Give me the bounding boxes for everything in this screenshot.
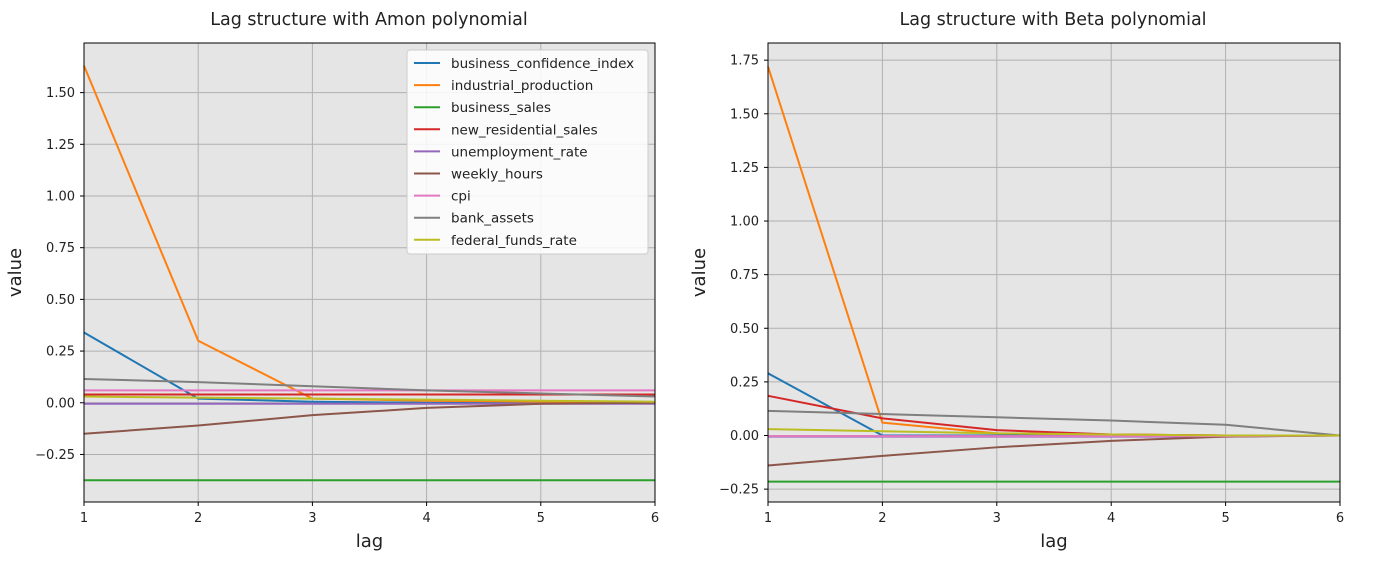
series-line-federal-funds-rate — [767, 428, 1340, 437]
y-tick-label: 0.50 — [46, 293, 75, 308]
y-tick-label: 1.00 — [730, 215, 759, 230]
y-tick-label: 0.75 — [46, 241, 75, 256]
series-lines — [83, 65, 656, 482]
y-tick-label: 1.25 — [46, 138, 75, 153]
legend-label: unemployment_rate — [451, 144, 588, 160]
axes-frame — [83, 42, 656, 503]
legend-label: business_confidence_index — [451, 56, 634, 72]
x-axis-label: lag — [356, 531, 383, 552]
x-tick-label: 1 — [80, 511, 88, 526]
y-axis-ticks: −0.25 0.00 0.25 0.50 0.75 1.00 1.25 1.50 — [35, 86, 84, 463]
x-tick-label: 3 — [993, 511, 1001, 526]
x-tick-label: 4 — [422, 511, 430, 526]
series-lines — [767, 66, 1341, 483]
x-tick-label: 2 — [878, 511, 886, 526]
y-tick-label: −0.25 — [719, 483, 759, 498]
legend-label: bank_assets — [451, 211, 534, 227]
y-tick-label: −0.25 — [35, 448, 75, 463]
x-tick-label: 2 — [194, 511, 202, 526]
y-tick-label: 1.50 — [46, 86, 75, 101]
x-axis-label: lag — [1040, 531, 1067, 552]
x-tick-label: 1 — [764, 511, 772, 526]
axes-frame — [767, 42, 1341, 503]
chart-panel-2: 1 2 3 4 5 6 −0.25 0.00 0.25 0.50 0.75 1.00 1.25 1.50 1… — [689, 10, 1344, 552]
series-line-federal-funds-rate — [83, 395, 656, 403]
y-tick-label: 0.25 — [46, 345, 75, 360]
legend: business_confidence_index industrial_prod… — [406, 49, 649, 255]
series-line-weekly-hours — [83, 401, 656, 435]
legend-box — [406, 49, 649, 255]
legend-label: weekly_hours — [451, 167, 543, 183]
legend-label: industrial_production — [451, 78, 593, 94]
y-tick-label: 0.00 — [46, 396, 75, 411]
legend-label: business_sales — [451, 100, 551, 116]
y-tick-label: 1.75 — [730, 54, 759, 69]
x-tick-label: 6 — [651, 511, 659, 526]
y-tick-label: 1.50 — [730, 107, 759, 122]
x-tick-label: 4 — [1107, 511, 1115, 526]
chart-title: Lag structure with Beta polynomial — [899, 10, 1206, 30]
x-tick-label: 5 — [537, 511, 545, 526]
x-tick-label: 6 — [1336, 511, 1344, 526]
legend-label: cpi — [451, 189, 471, 205]
chart-title: Lag structure with Amon polynomial — [210, 10, 528, 30]
y-tick-label: 0.00 — [730, 429, 759, 444]
y-axis-ticks: −0.25 0.00 0.25 0.50 0.75 1.00 1.25 1.50 1.75 — [719, 54, 768, 498]
y-axis-label: value — [5, 248, 26, 297]
y-tick-label: 0.75 — [730, 268, 759, 283]
y-tick-label: 1.00 — [46, 190, 75, 205]
series-line-bank-assets — [767, 409, 1341, 437]
legend-label: federal_funds_rate — [451, 233, 577, 249]
x-tick-label: 3 — [308, 511, 316, 526]
x-axis-ticks: 1 2 3 4 5 6 — [764, 502, 1344, 526]
x-tick-label: 5 — [1221, 511, 1229, 526]
y-tick-label: 0.25 — [730, 375, 759, 390]
series-line-bank-assets — [83, 377, 656, 398]
chart-panel-1: 1 2 3 4 5 6 −0.25 0.00 0.25 0.50 0.75 1.00 1.25 1.50 L… — [5, 10, 659, 552]
y-tick-label: 1.25 — [730, 161, 759, 176]
legend-label: new_residential_sales — [451, 122, 598, 138]
x-axis-ticks: 1 2 3 4 5 6 — [80, 502, 659, 526]
y-axis-label: value — [689, 248, 710, 297]
y-tick-label: 0.50 — [730, 322, 759, 337]
